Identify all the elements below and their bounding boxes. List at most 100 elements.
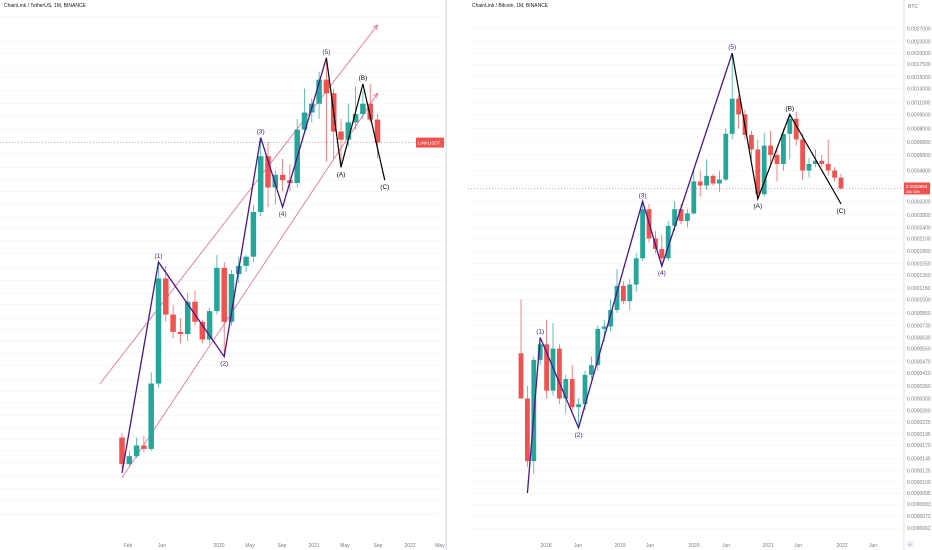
auto-scale-icon: A	[908, 542, 911, 547]
candle-body	[633, 258, 639, 285]
candle-body	[787, 118, 793, 134]
y-tick-label: 0.0000630	[907, 335, 931, 341]
candle-body	[614, 285, 620, 311]
symbol-tag-label: LINKUSDT	[418, 141, 441, 146]
x-tick-label: May	[340, 543, 350, 549]
candle-body	[729, 98, 735, 134]
candle-body	[697, 181, 703, 186]
x-tick-label: 2022	[404, 543, 415, 549]
candle-body	[806, 163, 812, 171]
candle-body	[141, 445, 147, 449]
candle-body	[678, 209, 684, 221]
candle-body	[367, 103, 373, 120]
candle-body	[243, 256, 249, 266]
y-tick-label: 0.0009500	[907, 112, 931, 118]
wave-label: (3)	[639, 192, 647, 199]
x-tick-label: Jun	[646, 543, 654, 549]
x-tick-label: Jun	[794, 543, 802, 549]
candle-body	[761, 145, 767, 195]
x-tick-label: Jun	[574, 543, 582, 549]
symbol-tag-box	[416, 137, 444, 148]
candle-body	[800, 139, 805, 171]
chart-usdt-svg[interactable]: 85.0063.0055.0045.0041.0035.0030.0026.00…	[0, 0, 446, 550]
candle-body	[192, 301, 198, 322]
candle-body	[199, 321, 206, 340]
y-tick-label: 0.0005800	[907, 153, 931, 159]
wave-label: (5)	[322, 49, 330, 56]
y-tick-label: 0.0027000	[907, 27, 931, 33]
candle-body	[691, 181, 697, 214]
candle-body	[155, 278, 162, 384]
candle-body	[793, 118, 799, 140]
candle-body	[170, 314, 176, 332]
candle-body	[819, 160, 825, 164]
candle-body	[374, 119, 381, 143]
candle-body	[214, 267, 220, 312]
candle-body	[257, 156, 264, 212]
y-tick-label: 0.0000410	[907, 371, 931, 377]
candle-body	[659, 248, 665, 259]
y-tick-label: 0.0000225	[907, 420, 931, 426]
x-tick-label: Jun	[722, 543, 730, 549]
chart-btc-svg[interactable]: 0.0027000 0.0023000 0.0020000 0.0017500 0.00…	[468, 0, 932, 550]
chart-usdt-pane[interactable]: ChainLink / TetherUS, 1M, BINANCE 85.006…	[0, 0, 446, 550]
candle-body	[717, 179, 722, 184]
candle-body	[813, 160, 818, 164]
wave-label: (A)	[753, 203, 762, 210]
wave-label: (1)	[536, 328, 544, 335]
y-tick-label: 0.0000470	[907, 360, 931, 366]
y-tick-label: 0.0023000	[907, 40, 931, 46]
candle-body	[595, 328, 601, 366]
channel-arrowhead	[372, 24, 379, 30]
candle-body	[352, 114, 359, 123]
y-tick-label: 0.0000300	[907, 397, 931, 403]
y-tick-label: 0.0000350	[907, 384, 931, 390]
y-tick-label: 0.0000195	[907, 432, 931, 438]
candle-body	[832, 170, 837, 178]
candle-body	[360, 103, 366, 115]
candle-body	[316, 79, 322, 104]
wave-label: (C)	[380, 184, 389, 191]
wave-label: (B)	[785, 105, 794, 112]
x-tick-label: Sep	[278, 543, 287, 549]
candle-body	[589, 365, 594, 375]
x-tick-label: May	[245, 543, 255, 549]
y-tick-label: 0.0001550	[907, 261, 931, 267]
candle-body	[184, 301, 191, 335]
candle-body	[627, 284, 633, 302]
candle-body	[710, 175, 716, 184]
candle-body	[133, 445, 140, 457]
y-tick-label: 0.0002400	[907, 226, 931, 232]
y-tick-label: 0.0011000	[907, 100, 930, 106]
auto-scale-button	[906, 540, 914, 548]
y-tick-label: 0.0000260	[907, 408, 931, 414]
x-tick-label: Sep	[374, 543, 383, 549]
candle-body	[640, 209, 645, 259]
candle-body	[525, 398, 530, 462]
channel-arrowhead	[372, 92, 379, 99]
x-tick-label: 2020	[688, 543, 699, 549]
candle-body	[749, 134, 754, 150]
wave-label: (1)	[155, 253, 163, 260]
impulse-wave-line	[526, 52, 733, 494]
candle-body	[621, 285, 626, 302]
candle-body	[272, 174, 279, 188]
chart-btc-pane[interactable]: ChainLink / Bitcoin, 1M, BINANCE 0.00270…	[468, 0, 932, 550]
candle-body	[685, 213, 690, 221]
candle-body	[206, 311, 213, 340]
x-tick-label: 2021	[308, 543, 319, 549]
y-tick-label: 0.0013000	[907, 87, 931, 93]
x-tick-label: Jun	[869, 543, 877, 549]
candle-body	[163, 278, 169, 315]
candle-body	[576, 404, 581, 408]
corrective-wave-line	[731, 53, 842, 205]
y-tick-label: 0.0017500	[907, 62, 931, 68]
y-tick-label: 0.0000730	[907, 323, 931, 329]
y-tick-label: 0.0000170	[907, 443, 931, 449]
impulse-wave-line	[121, 57, 328, 474]
candle-body	[228, 274, 235, 322]
y-tick-label: 0.0000850	[907, 311, 931, 317]
y-tick-label: 0.0000095	[907, 491, 931, 497]
wave-label: (2)	[575, 432, 583, 439]
price-tag-countdown: 26d 16h	[906, 190, 920, 194]
